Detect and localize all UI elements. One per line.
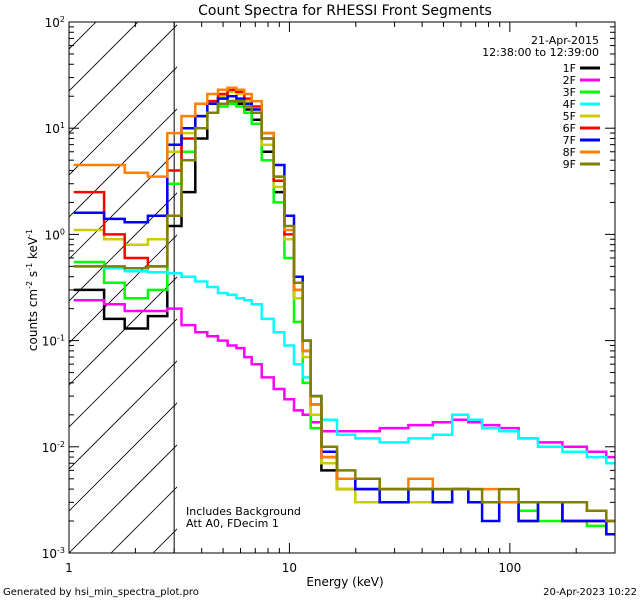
background-note: Includes Background [186,505,301,518]
series-4F [73,265,615,465]
legend: 1F 2F 3F 4F 5F 6F 7F 8F 9F [563,62,600,171]
chart-title: Count Spectra for RHESSI Front Segments [198,3,492,19]
x-axis-label: Energy (keV) [306,575,383,589]
legend-label: 6F [563,122,576,135]
hatch-line [321,0,640,553]
x-tick-label: 100 [498,561,521,575]
y-tick-labels: 10-3 10-2 10-1 100 101 102 [42,15,65,561]
legend-label: 4F [563,98,576,111]
series-lines [73,86,615,536]
y-axis-label: counts cm-2 s-1 keV-1 [25,229,40,351]
hatch-line [615,0,640,553]
hatch-line [69,150,177,260]
footer-timestamp: 20-Apr-2023 10:22 [543,587,637,598]
hatch-line [69,318,177,428]
hatch-line [69,276,177,386]
hatch-line [531,0,640,553]
hatch-line [69,24,177,134]
hatch-line [69,66,177,176]
time-range-label: 12:38:00 to 12:39:00 [482,46,599,59]
hatch-line [69,22,139,92]
legend-label: 1F [563,62,576,75]
hatch-line [69,360,177,470]
attenuator-note: Att A0, FDecim 1 [186,517,279,530]
y-tick-label: 10-3 [42,546,65,561]
date-label: 21-Apr-2015 [531,34,599,47]
excluded-region [69,0,640,553]
y-tick-label: 10-2 [42,440,65,455]
x-tick-labels: 1 10 100 [65,561,521,575]
legend-label: 2F [563,74,576,87]
y-tick-label: 101 [45,121,65,136]
series-9F [73,99,615,523]
x-tick-label: 10 [282,561,297,575]
series-5F [73,90,615,536]
hatch-line [405,0,640,553]
legend-label: 3F [563,86,576,99]
footer-generated-by: Generated by hsi_min_spectra_plot.pro [3,587,199,598]
hatch-line [69,444,177,553]
y-tick-label: 100 [45,227,65,242]
legend-label: 7F [563,134,576,147]
plot-frame [68,21,616,554]
series-8F [73,86,615,523]
hatch-line [69,402,177,512]
x-tick-label: 1 [65,561,73,575]
series-2F [73,298,615,459]
legend-label: 5F [563,110,576,123]
hatch-line [69,22,97,50]
hatch-line [363,0,640,553]
hatch-line [69,234,177,344]
hatch-line [573,0,640,553]
y-tick-label: 10-1 [42,334,65,349]
y-tick-label: 102 [45,15,65,30]
legend-label: 8F [563,146,576,159]
hatch-line [69,192,177,302]
legend-label: 9F [563,158,576,171]
axis-ticks [68,22,616,554]
series-6F [73,88,615,523]
